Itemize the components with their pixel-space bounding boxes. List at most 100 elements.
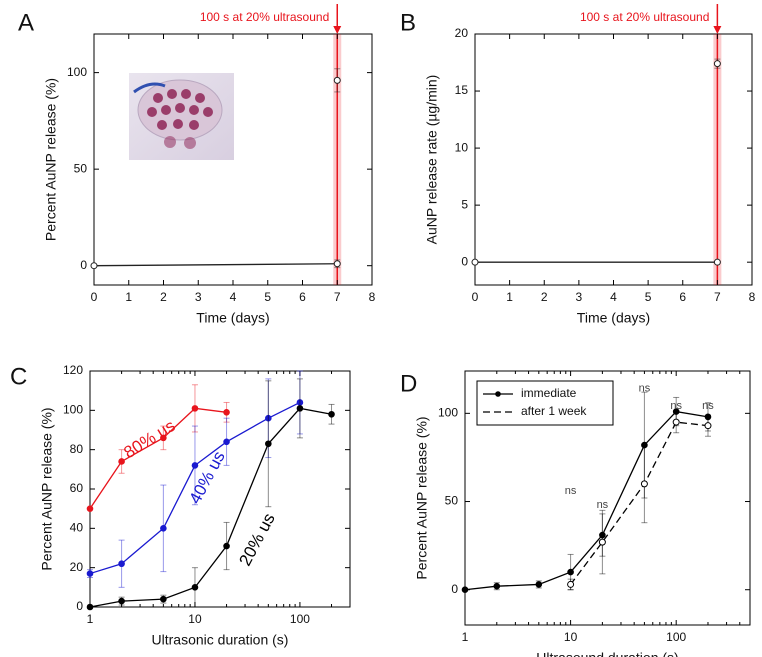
y-tick-label: 15	[455, 83, 469, 97]
plot-frame	[89, 370, 351, 608]
y-tick-label: 80	[70, 442, 84, 456]
data-point	[640, 480, 648, 488]
x-tick-label: 2	[541, 290, 548, 304]
series-line	[464, 410, 709, 591]
significance-label: ns	[639, 383, 651, 395]
x-axis-label: Ultrasonic duration (s)	[152, 632, 289, 648]
data-point	[333, 260, 341, 268]
y-tick-label: 20	[455, 26, 469, 40]
y-tick-label: 20	[70, 560, 84, 574]
data-point	[567, 568, 574, 576]
x-tick-label: 1	[87, 612, 94, 626]
x-tick-label: 100	[290, 612, 310, 626]
panel-label: B	[400, 9, 416, 36]
series-line	[89, 407, 332, 608]
significance-label: ns	[702, 400, 714, 412]
data-point	[265, 440, 272, 448]
data-point	[86, 505, 94, 512]
series-label: 80% us	[120, 416, 178, 462]
data-point	[265, 414, 272, 422]
plot-frame	[474, 33, 753, 286]
x-tick-label: 7	[714, 290, 721, 304]
data-point	[90, 262, 98, 270]
y-tick-label: 100	[63, 403, 83, 417]
x-tick-label: 2	[160, 290, 167, 304]
series-label: 40% us	[185, 448, 228, 507]
panel-label: A	[18, 9, 34, 36]
data-point	[333, 76, 341, 84]
data-point	[191, 405, 199, 412]
data-point	[191, 584, 199, 591]
data-point	[86, 603, 94, 611]
data-point	[599, 531, 606, 539]
inset-photo	[129, 73, 234, 160]
series-line	[93, 263, 338, 267]
data-point	[493, 582, 501, 590]
data-point	[296, 405, 304, 412]
significance-label: ns	[670, 400, 682, 412]
data-point	[191, 462, 199, 469]
significance-label: ns	[565, 485, 577, 497]
series-label: 20% us	[235, 510, 278, 569]
y-axis-label: Percent AuNP release (%)	[414, 416, 430, 579]
x-tick-label: 3	[195, 290, 202, 304]
x-tick-label: 5	[264, 290, 271, 304]
data-point	[535, 581, 543, 588]
x-tick-label: 3	[576, 290, 583, 304]
x-tick-label: 100	[666, 630, 686, 644]
x-tick-label: 8	[749, 290, 756, 304]
legend: immediate after 1 week	[476, 380, 614, 426]
data-point	[118, 560, 125, 568]
data-point	[160, 525, 167, 532]
legend-label: immediate	[521, 386, 577, 400]
legend-box	[476, 380, 614, 426]
x-tick-label: 4	[610, 290, 617, 304]
annotation: 100 s at 20% ultrasound	[200, 10, 329, 24]
data-point	[223, 438, 230, 446]
legend-label: after 1 week	[521, 404, 587, 418]
y-tick-label: 0	[80, 258, 87, 272]
data-point	[86, 570, 94, 577]
legend-marker	[495, 391, 501, 397]
data-point	[223, 542, 230, 550]
data-point	[118, 597, 125, 605]
data-point	[223, 409, 230, 416]
arrow-head	[333, 26, 342, 34]
data-point	[598, 538, 606, 546]
x-axis-label: Time (days)	[196, 310, 269, 326]
x-tick-label: 4	[230, 290, 237, 304]
y-tick-label: 100	[438, 406, 458, 420]
data-point	[160, 595, 167, 603]
panel-label: D	[400, 370, 417, 397]
x-tick-label: 10	[188, 612, 202, 626]
data-point	[118, 458, 125, 465]
x-tick-label: 6	[299, 290, 306, 304]
y-tick-label: 40	[70, 521, 84, 535]
series-line	[570, 421, 709, 585]
data-point	[471, 258, 479, 266]
data-point	[704, 422, 712, 430]
y-tick-label: 120	[63, 363, 83, 377]
x-axis-label: Time (days)	[577, 310, 650, 326]
y-tick-label: 0	[451, 582, 458, 596]
x-tick-label: 0	[91, 290, 98, 304]
x-tick-label: 6	[679, 290, 686, 304]
x-tick-label: 0	[472, 290, 479, 304]
y-axis-label: Percent AuNP release (%)	[39, 407, 55, 570]
x-tick-label: 1	[125, 290, 132, 304]
y-tick-label: 60	[70, 481, 84, 495]
x-tick-label: 5	[645, 290, 652, 304]
series	[87, 378, 335, 608]
x-tick-label: 8	[369, 290, 376, 304]
y-tick-label: 0	[76, 599, 83, 613]
y-tick-label: 10	[455, 140, 469, 154]
data-point	[567, 580, 575, 588]
data-point	[328, 410, 335, 418]
data-point	[160, 434, 167, 442]
arrow-head	[713, 26, 722, 34]
data-point	[461, 586, 469, 594]
y-axis-label: Percent AuNP release (%)	[43, 78, 59, 241]
y-tick-label: 100	[67, 65, 87, 79]
panel-label: C	[10, 363, 27, 390]
